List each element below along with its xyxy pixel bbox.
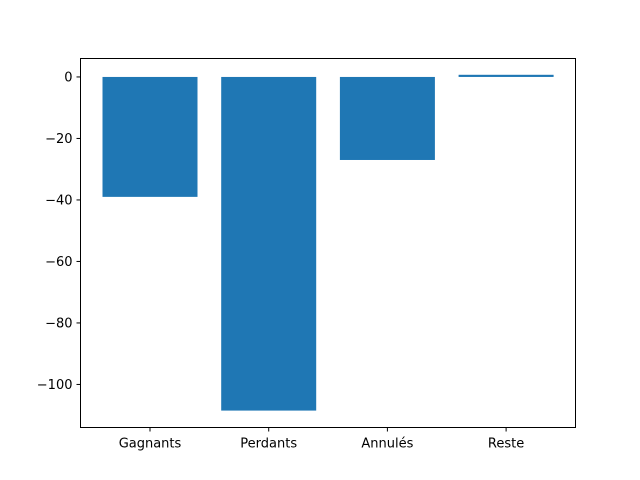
bars-group <box>102 74 554 411</box>
y-axis: 0 −20 −40 −60 −80 −100 <box>37 70 81 393</box>
y-tick-label: −80 <box>45 316 72 331</box>
bar-gagnants <box>102 76 198 197</box>
x-axis: Gagnants Perdants Annulés Reste <box>119 427 524 452</box>
x-tick-label: Perdants <box>240 437 297 452</box>
y-tick-label: −40 <box>45 193 72 208</box>
y-tick-label: −100 <box>37 378 73 393</box>
bar-perdants <box>221 76 317 411</box>
plot-frame <box>80 58 576 428</box>
x-tick-label: Gagnants <box>119 437 182 452</box>
y-tick-label: −60 <box>45 255 72 270</box>
x-tick-label: Annulés <box>361 437 413 452</box>
y-tick-label: −20 <box>45 132 72 147</box>
y-tick-label: 0 <box>64 70 72 85</box>
bar-annules <box>339 76 435 160</box>
x-tick-label: Reste <box>488 437 524 452</box>
bar-reste <box>458 74 554 77</box>
